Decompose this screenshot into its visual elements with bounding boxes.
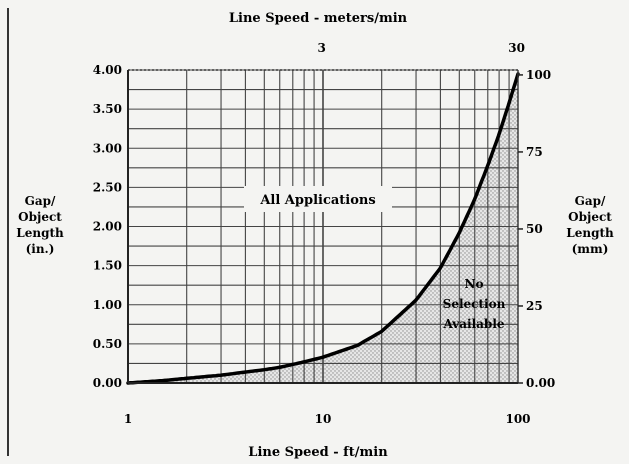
y2-tick-label: 0.00: [526, 376, 555, 390]
annotation-text-line: Selection: [443, 297, 506, 311]
right-axis-title: Gap/Object Length (mm): [566, 194, 614, 256]
y-tick-label: 3.50: [93, 102, 122, 116]
annotation-no-selection: No Selection Available: [442, 277, 505, 331]
axis-title-line: Gap/: [25, 194, 56, 208]
annotation-all-applications: All Applications: [244, 186, 392, 212]
y2-tick-label: 25: [526, 299, 543, 313]
y-tick-label: 4.00: [93, 63, 122, 77]
annotation-text-line: No: [465, 277, 484, 291]
axis-title-line: Gap/: [575, 194, 606, 208]
x2-tick-label: 30: [508, 41, 525, 55]
x2-tick-label: 3: [317, 41, 325, 55]
series-line: [126, 72, 520, 385]
axis-title-line: Object: [18, 210, 62, 224]
x-tick-label: 1: [124, 412, 132, 426]
x-tick-label: 100: [505, 412, 530, 426]
no-selection-region: [128, 73, 518, 384]
bottom-axis-title: Line Speed - ft/min: [248, 445, 388, 460]
y-tick-label: 2.00: [93, 220, 122, 234]
y-tick-label: 0.50: [93, 337, 122, 351]
y-tick-label: 0.00: [93, 376, 122, 390]
y-tick-label: 3.00: [93, 141, 122, 155]
axis-title-line: Length: [566, 226, 614, 240]
y2-tick-label: 50: [526, 222, 543, 236]
axis-title-line: (mm): [572, 242, 609, 256]
y-tick-label: 1.50: [93, 259, 122, 273]
y-tick-label: 1.00: [93, 298, 122, 312]
axis-title-line: (in.): [26, 242, 55, 256]
annotation-background: [244, 186, 392, 212]
left-axis-title: Gap/Object Length (in.): [16, 194, 64, 256]
annotation-text-line: Available: [442, 317, 504, 331]
y2-tick-label: 75: [526, 145, 543, 159]
y-tick-label: 2.50: [93, 180, 122, 194]
axis-title-line: Object: [568, 210, 612, 224]
y2-tick-label: 100: [526, 68, 551, 82]
top-axis-title: Line Speed - meters/min: [229, 11, 408, 26]
annotation-text: All Applications: [259, 193, 375, 208]
x-tick-label: 10: [315, 412, 332, 426]
axis-title-line: Length: [16, 226, 64, 240]
